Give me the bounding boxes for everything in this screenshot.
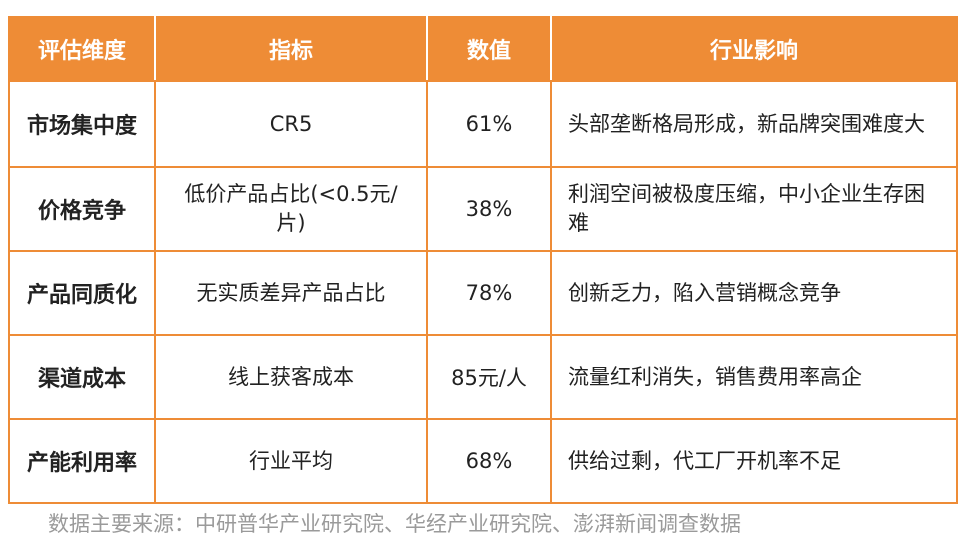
cell-indicator: 无实质差异产品占比 xyxy=(154,250,428,336)
header-dimension: 评估维度 xyxy=(8,16,156,82)
header-impact: 行业影响 xyxy=(550,16,958,82)
cell-indicator: CR5 xyxy=(154,80,428,168)
cell-value: 78% xyxy=(426,250,552,336)
cell-indicator: 行业平均 xyxy=(154,418,428,504)
cell-dimension: 产品同质化 xyxy=(8,250,156,336)
cell-value: 85元/人 xyxy=(426,334,552,420)
table-row: 渠道成本 线上获客成本 85元/人 流量红利消失，销售费用率高企 xyxy=(8,334,958,420)
header-value: 数值 xyxy=(426,16,552,82)
cell-impact: 流量红利消失，销售费用率高企 xyxy=(550,334,958,420)
table-row: 价格竞争 低价产品占比(<0.5元/片) 38% 利润空间被极度压缩，中小企业生… xyxy=(8,166,958,252)
cell-impact: 利润空间被极度压缩，中小企业生存困难 xyxy=(550,166,958,252)
cell-dimension: 市场集中度 xyxy=(8,80,156,168)
data-source-note: 数据主要来源：中研普华产业研究院、华经产业研究院、澎湃新闻调查数据 xyxy=(48,512,741,536)
table-row: 产能利用率 行业平均 68% 供给过剩，代工厂开机率不足 xyxy=(8,418,958,504)
cell-value: 68% xyxy=(426,418,552,504)
cell-value: 61% xyxy=(426,80,552,168)
cell-impact: 创新乏力，陷入营销概念竞争 xyxy=(550,250,958,336)
cell-indicator: 低价产品占比(<0.5元/片) xyxy=(154,166,428,252)
cell-dimension: 渠道成本 xyxy=(8,334,156,420)
cell-impact: 头部垄断格局形成，新品牌突围难度大 xyxy=(550,80,958,168)
cell-dimension: 产能利用率 xyxy=(8,418,156,504)
cell-value: 38% xyxy=(426,166,552,252)
assessment-table: 评估维度 指标 数值 行业影响 市场集中度 CR5 61% 头部垄断格局形成，新… xyxy=(8,16,958,504)
table-header-row: 评估维度 指标 数值 行业影响 xyxy=(8,16,958,82)
cell-dimension: 价格竞争 xyxy=(8,166,156,252)
assessment-table-container: 评估维度 指标 数值 行业影响 市场集中度 CR5 61% 头部垄断格局形成，新… xyxy=(8,16,958,504)
table-row: 产品同质化 无实质差异产品占比 78% 创新乏力，陷入营销概念竞争 xyxy=(8,250,958,336)
table-row: 市场集中度 CR5 61% 头部垄断格局形成，新品牌突围难度大 xyxy=(8,80,958,168)
cell-indicator: 线上获客成本 xyxy=(154,334,428,420)
cell-impact: 供给过剩，代工厂开机率不足 xyxy=(550,418,958,504)
header-indicator: 指标 xyxy=(154,16,428,82)
